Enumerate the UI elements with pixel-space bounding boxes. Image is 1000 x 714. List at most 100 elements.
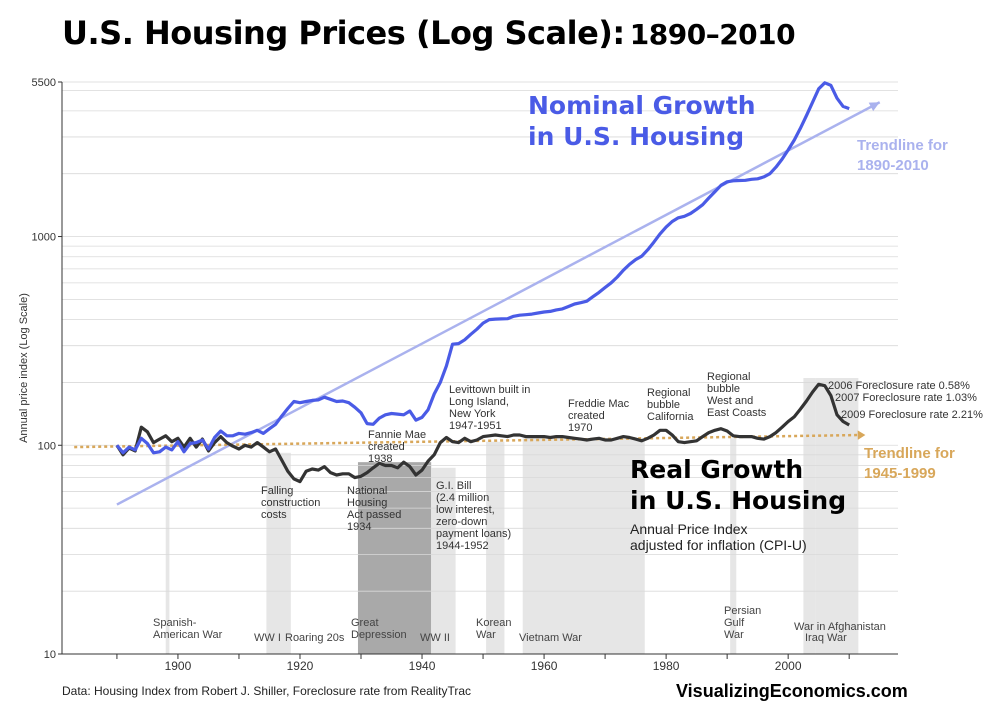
annotation-line: National [347,485,387,497]
period-label-roaring-20s-line: Roaring 20s [285,632,345,644]
nominal-series-label: Nominal Growth in U.S. Housing [528,91,756,151]
nominal-series-label-line: in U.S. Housing [528,122,744,151]
annotation: Regional bubble California [647,387,694,423]
annotation-line: West and [707,395,753,407]
annotation-line: 2006 Foreclosure rate 0.58% [828,380,970,392]
event-band-label-line: War in Afghanistan [794,621,886,633]
x-tick-label: 1920 [287,659,314,673]
event-band-label-line: War [724,629,744,641]
annotation-line: zero-down [436,516,487,528]
event-band [803,378,816,654]
real-series-sublabel-line: Annual Price Index [630,521,748,537]
annotation-line: Housing [347,497,387,509]
trendline-real-arrowhead [857,430,866,440]
trendline-nominal-label: Trendline for 1890-2010 [857,137,948,174]
annotation-line: Freddie Mac [568,398,630,410]
event-band-label: Great Depression [351,617,407,641]
annotation: National Housing Act passed 1934 [347,485,401,533]
trendline-real-label-line: Trendline for [864,445,955,462]
y-tick-label: 100 [38,440,56,452]
real-series-label-line: in U.S. Housing [630,486,846,515]
event-band [431,467,456,654]
annotation-line: New York [449,408,496,420]
trendline-nominal-arrowhead [868,102,880,112]
event-band-label-line: Depression [351,629,407,641]
x-tick-label: 1900 [165,659,192,673]
y-axis-label: Annual price index (Log Scale) [18,293,30,443]
event-band-label-line: Spanish- [153,617,197,629]
data-source-note: Data: Housing Index from Robert J. Shill… [62,684,472,698]
real-series-sublabel-line: adjusted for inflation (CPI-U) [630,537,807,553]
annotation-line: payment loans) [436,528,511,540]
annotation-line: (2.4 million [436,492,489,504]
period-label-roaring-20s: Roaring 20s [285,632,345,644]
event-band-label: WW I [254,632,281,644]
annotation: Levittown built in Long Island, New York 19… [449,384,530,432]
trendline-nominal-label-line: 1890-2010 [857,157,929,174]
real-growth-line [115,382,850,484]
event-band-label-line: WW II [420,632,450,644]
y-tick-label: 5500 [32,77,56,89]
event-band [730,438,737,654]
event-band-label: Vietnam War [519,632,582,644]
trendline-real-label-line: 1945-1999 [864,465,936,482]
annotation-line: Regional [647,387,690,399]
event-band-label-line: Vietnam War [519,632,582,644]
event-band-label: WW II [420,632,450,644]
trendline-real [74,433,862,449]
trendline-nominal-label-line: Trendline for [857,137,948,154]
annotation-line: East Coasts [707,407,767,419]
period-label-falling-costs-line: construction [261,497,320,509]
annotation: 2009 Foreclosure rate 2.21% [841,409,983,421]
x-tick-label: 1960 [531,659,558,673]
event-band-label-line: Gulf [724,617,745,629]
event-band-label: Persian Gulf War [724,605,761,641]
annotation: Fannie Mae created 1938 [368,429,426,465]
event-band [486,441,505,654]
annotation-line: G.I. Bill [436,480,471,492]
nominal-series-label-line: Nominal Growth [528,91,756,120]
period-label-falling-costs: Falling construction costs [261,485,320,521]
annotation-line: Regional [707,371,750,383]
annotation-line: bubble [707,383,740,395]
annotation-line: Fannie Mae [368,429,426,441]
x-tick-label: 1980 [653,659,680,673]
chart-title-years: 1890–2010 [629,18,796,51]
event-band-label: Iraq War [805,632,847,644]
event-band [165,445,170,654]
annotation: 2006 Foreclosure rate 0.58% [828,380,970,392]
event-band-label: Spanish-American War [153,617,223,641]
chart-title-main: U.S. Housing Prices (Log Scale): [62,14,625,52]
event-band [266,452,291,654]
annotation-line: bubble [647,399,680,411]
nominal-growth-line [115,81,850,455]
annotation: Freddie Mac created 1970 [568,398,630,434]
event-band-label-line: WW I [254,632,281,644]
brand-logo: VisualizingEconomics.com [676,681,908,702]
annotation: G.I. Bill (2.4 million low interest, zero-d… [436,480,511,552]
annotation-line: created [568,410,605,422]
annotation-line: 1944-1952 [436,540,489,552]
x-tick-label: 1940 [409,659,436,673]
annotation-line: 2007 Foreclosure rate 1.03% [835,392,977,404]
event-band [522,438,645,654]
event-band-label: War in Afghanistan [794,621,886,633]
annotation: Regional bubble West and East Coasts [707,371,767,419]
annotation-line: 1934 [347,521,371,533]
event-band-label-line: Persian [724,605,761,617]
event-band-label-line: Iraq War [805,632,847,644]
annotation-line: 1970 [568,422,592,434]
period-label-falling-costs-line: Falling [261,485,293,497]
y-tick-label: 1000 [32,232,56,244]
annotation-line: low interest, [436,504,495,516]
event-band [357,462,432,654]
event-band-label-line: American War [153,629,223,641]
brand-part-1: Visualizing [676,681,770,701]
y-tick-label: 10 [44,649,56,661]
event-band-label-line: Korean [476,617,511,629]
trendline-real-label: Trendline for 1945-1999 [864,445,955,482]
event-band-label-line: Great [351,617,379,629]
annotation-line: Long Island, [449,396,509,408]
event-band [815,378,859,654]
event-band-label-line: War [476,629,496,641]
